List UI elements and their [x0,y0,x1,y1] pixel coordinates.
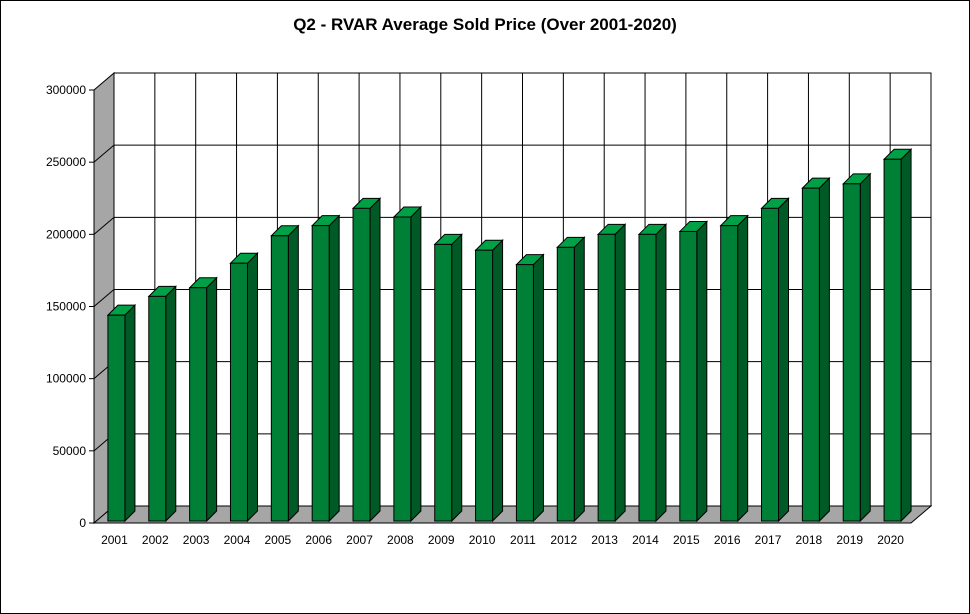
x-tick-label: 2004 [224,533,251,547]
x-tick-label: 2015 [673,533,700,547]
x-tick-label: 2020 [877,533,904,547]
x-tick-label: 2006 [305,533,332,547]
bar [638,233,657,522]
bar-side [328,214,340,523]
bar-side [165,285,177,523]
bar-side [124,303,136,523]
chart-title: Q2 - RVAR Average Sold Price (Over 2001-… [293,15,677,34]
bar-side [410,205,422,523]
bar [720,225,739,522]
x-tick-label: 2017 [755,533,782,547]
y-tick-label: 0 [79,516,86,530]
gridline-side [93,289,115,307]
bar-side [206,276,218,523]
bar [801,187,820,522]
x-tick-label: 2005 [264,533,291,547]
bar-side [737,214,749,523]
bar-side [246,251,258,523]
bar [311,225,330,522]
bar [229,262,248,522]
y-tick-label: 200000 [46,227,86,241]
bar-side [655,223,667,523]
bar [556,246,575,522]
bar [352,207,371,522]
bar-side [287,224,299,523]
bar-side [778,197,790,523]
bar [475,249,494,522]
y-tick-label: 100000 [46,372,86,386]
bar-side [859,172,871,523]
bar-side [369,197,381,523]
bar [434,243,453,522]
x-tick-label: 2011 [510,533,536,547]
y-tick-label: 50000 [53,444,87,458]
gridline-side [93,144,115,163]
x-tick-label: 2019 [836,533,863,547]
x-tick-label: 2013 [591,533,618,547]
bar-side [818,176,830,523]
bar-side [451,233,463,523]
bar [761,207,780,522]
bar-side [696,220,708,523]
x-tick-label: 2002 [142,533,169,547]
x-tick-label: 2007 [346,533,373,547]
y-tick-label: 150000 [46,300,86,314]
bar [883,158,902,522]
x-tick-label: 2009 [428,533,455,547]
bar-side [532,253,544,523]
x-tick-label: 2012 [550,533,577,547]
bar [107,314,126,522]
x-tick-label: 2010 [469,533,496,547]
y-tick-label: 250000 [46,155,86,169]
x-tick-label: 2014 [632,533,659,547]
x-tick-label: 2003 [183,533,210,547]
bar [679,230,698,522]
bar [189,287,208,522]
gridline-side [93,216,115,235]
bar-side [573,236,585,523]
x-tick-label: 2018 [796,533,823,547]
x-tick-label: 2001 [101,533,128,547]
x-tick-label: 2016 [714,533,741,547]
bar [393,216,412,522]
bar [842,183,861,522]
bar-side [614,223,626,523]
bar [597,233,616,522]
bar [270,235,289,522]
bar [515,264,534,522]
y-tick-label: 300000 [46,83,86,97]
bar [148,295,167,522]
bar-side [900,148,912,523]
x-tick-label: 2008 [387,533,414,547]
bar-side [492,239,504,523]
